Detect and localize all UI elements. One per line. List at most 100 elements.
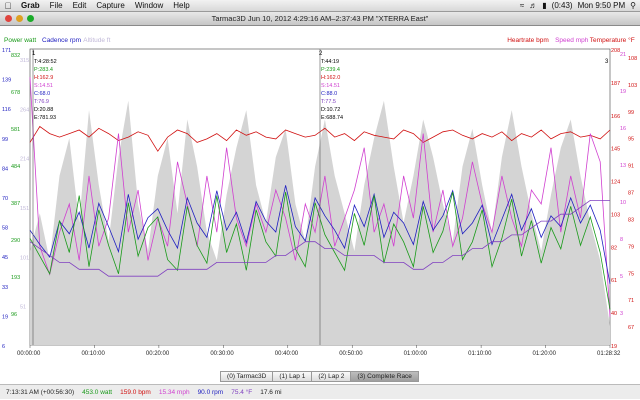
right-axis-tick: 87 xyxy=(628,191,634,197)
right-axis-tick: 103 xyxy=(611,212,620,218)
wifi-icon[interactable]: ≈ xyxy=(519,1,525,10)
right-axis-tick: 10 xyxy=(620,200,626,206)
x-axis-tick-label: 00:50:00 xyxy=(339,351,363,357)
left-axis-tick: 290 xyxy=(11,238,20,244)
volume-icon[interactable]: ♬ xyxy=(529,1,538,10)
left-axis-tick: 99 xyxy=(2,137,8,143)
right-axis-tick: 83 xyxy=(628,217,634,223)
right-axis-tick: 124 xyxy=(611,180,620,186)
battery-icon[interactable]: ▮ xyxy=(542,1,547,10)
legend-right-2: Heartrate bpm xyxy=(507,37,549,44)
tab-lap-2[interactable]: (2) Lap 2 xyxy=(311,371,352,382)
left-axis-tick: 214 xyxy=(20,157,29,163)
lap-readout-line: H:162.9 xyxy=(34,75,53,81)
right-axis-tick: 21 xyxy=(620,52,626,58)
left-axis-tick: 264 xyxy=(20,107,29,113)
window-controls xyxy=(5,15,34,22)
left-axis-tick: 171 xyxy=(2,48,11,54)
right-axis-tick: 19 xyxy=(611,344,617,350)
legend-left-0: Power watt xyxy=(4,37,36,44)
right-axis-tick: 103 xyxy=(628,83,637,89)
lap-readout-line: S:14.51 xyxy=(321,83,340,89)
menu-clock[interactable]: Mon 9:50 PM xyxy=(577,1,626,10)
menu-window[interactable]: Window xyxy=(134,1,164,10)
spotlight-search-icon[interactable]: ⚲ xyxy=(630,1,636,10)
lap-marker-label: 1 xyxy=(32,51,36,57)
right-axis-tick: 61 xyxy=(611,278,617,284)
lap-readout-line: T:44:19 xyxy=(321,59,339,65)
left-axis-tick: 51 xyxy=(20,305,26,311)
right-axis-tick: 75 xyxy=(628,271,634,277)
legend-right-1: Speed mph xyxy=(555,37,589,44)
menu-file[interactable]: File xyxy=(49,1,63,10)
tab-tarmac3d[interactable]: (0) Tarmac3D xyxy=(220,371,274,382)
left-axis-tick: 832 xyxy=(11,53,20,59)
x-axis-tick-label: 01:10:00 xyxy=(468,351,492,357)
right-axis-tick: 82 xyxy=(611,245,617,251)
x-axis-tick-label: 01:28:32 xyxy=(597,351,621,357)
right-axis-tick: 16 xyxy=(620,126,626,132)
status-bar: 7:13:31 AM (+00:56:30) 453.0 watt 159.0 … xyxy=(0,384,640,399)
left-axis-tick: 581 xyxy=(11,127,20,133)
chart-area[interactable]: Power watt Cadence rpm Altitude ft Temperat… xyxy=(0,27,640,367)
lap-readout-line: P:283.4 xyxy=(34,67,53,73)
right-axis-tick: 145 xyxy=(611,147,620,153)
right-axis-tick: 71 xyxy=(628,298,634,304)
x-axis-tick-label: 01:00:00 xyxy=(404,351,428,357)
left-axis-tick: 58 xyxy=(2,226,8,232)
right-axis-tick: 5 xyxy=(620,274,623,280)
menu-edit[interactable]: Edit xyxy=(72,1,87,10)
left-axis-tick: 139 xyxy=(2,78,11,84)
window-title: Tarmac3D Jun 10, 2012 4:29:16 AM–2:37:43… xyxy=(211,14,429,23)
legend-left-1: Cadence rpm xyxy=(42,37,81,44)
status-time: 7:13:31 AM (+00:56:30) xyxy=(6,388,75,396)
zoom-button[interactable] xyxy=(27,15,34,22)
legend-right-0: Temperature °F xyxy=(590,36,635,44)
right-axis-tick: 95 xyxy=(628,137,634,143)
left-axis-tick: 96 xyxy=(11,312,17,318)
right-axis-tick: 3 xyxy=(620,311,623,317)
left-axis-tick: 193 xyxy=(11,275,20,281)
menu-capture[interactable]: Capture xyxy=(96,1,125,10)
left-axis-tick: 116 xyxy=(2,107,11,113)
apple-icon[interactable]:  xyxy=(0,1,16,11)
right-axis-tick: 108 xyxy=(628,56,637,62)
lap-readout-line: P:239.4 xyxy=(321,67,340,73)
lap-readout-line: T:4:28:52 xyxy=(34,59,57,65)
status-speed: 15.34 mph xyxy=(158,388,190,396)
lap-readout-line: E:688.74 xyxy=(321,115,343,121)
right-axis-tick: 13 xyxy=(620,163,626,169)
lap-readout-line: T:76.9 xyxy=(34,99,49,105)
tab-lap-1[interactable]: (1) Lap 1 xyxy=(272,371,313,382)
left-axis-tick: 19 xyxy=(2,314,8,320)
left-axis-tick: 6 xyxy=(2,344,5,350)
status-distance: 17.6 mi xyxy=(260,388,282,396)
x-axis-tick-label: 00:30:00 xyxy=(210,351,234,357)
lap-readout-line: H:162.0 xyxy=(321,75,340,81)
left-axis-tick: 484 xyxy=(11,164,20,170)
end-marker-label: 3 xyxy=(605,59,609,65)
close-button[interactable] xyxy=(5,15,12,22)
left-axis-tick: 45 xyxy=(2,255,8,261)
menu-help[interactable]: Help xyxy=(173,1,190,10)
left-axis-tick: 678 xyxy=(11,90,20,96)
battery-time[interactable]: (0:43) xyxy=(551,1,573,10)
menu-app-name[interactable]: Grab xyxy=(21,1,40,10)
x-axis-tick-label: 00:20:00 xyxy=(146,351,170,357)
lap-readout-line: E:781.93 xyxy=(34,115,56,121)
right-axis-tick: 40 xyxy=(611,311,617,317)
telemetry-chart[interactable]: Power watt Cadence rpm Altitude ft Temperat… xyxy=(0,27,640,367)
lap-readout-line: C:68.0 xyxy=(34,91,50,97)
tab-complete-race[interactable]: (3) Complete Race xyxy=(350,371,419,382)
status-heartrate: 159.0 bpm xyxy=(120,388,151,396)
minimize-button[interactable] xyxy=(16,15,23,22)
menu-bar:  Grab File Edit Capture Window Help ≈ ♬… xyxy=(0,0,640,12)
status-temperature: 75.4 °F xyxy=(231,388,253,396)
left-axis-tick: 151 xyxy=(20,206,29,212)
window-title-bar: Tarmac3D Jun 10, 2012 4:29:16 AM–2:37:43… xyxy=(0,12,640,26)
legend-left-2: Altitude ft xyxy=(83,37,110,44)
left-axis-tick: 70 xyxy=(2,196,8,202)
x-axis-tick-label: 01:20:00 xyxy=(533,351,557,357)
left-axis-tick: 387 xyxy=(11,201,20,207)
lap-readout-line: C:88.0 xyxy=(321,91,337,97)
